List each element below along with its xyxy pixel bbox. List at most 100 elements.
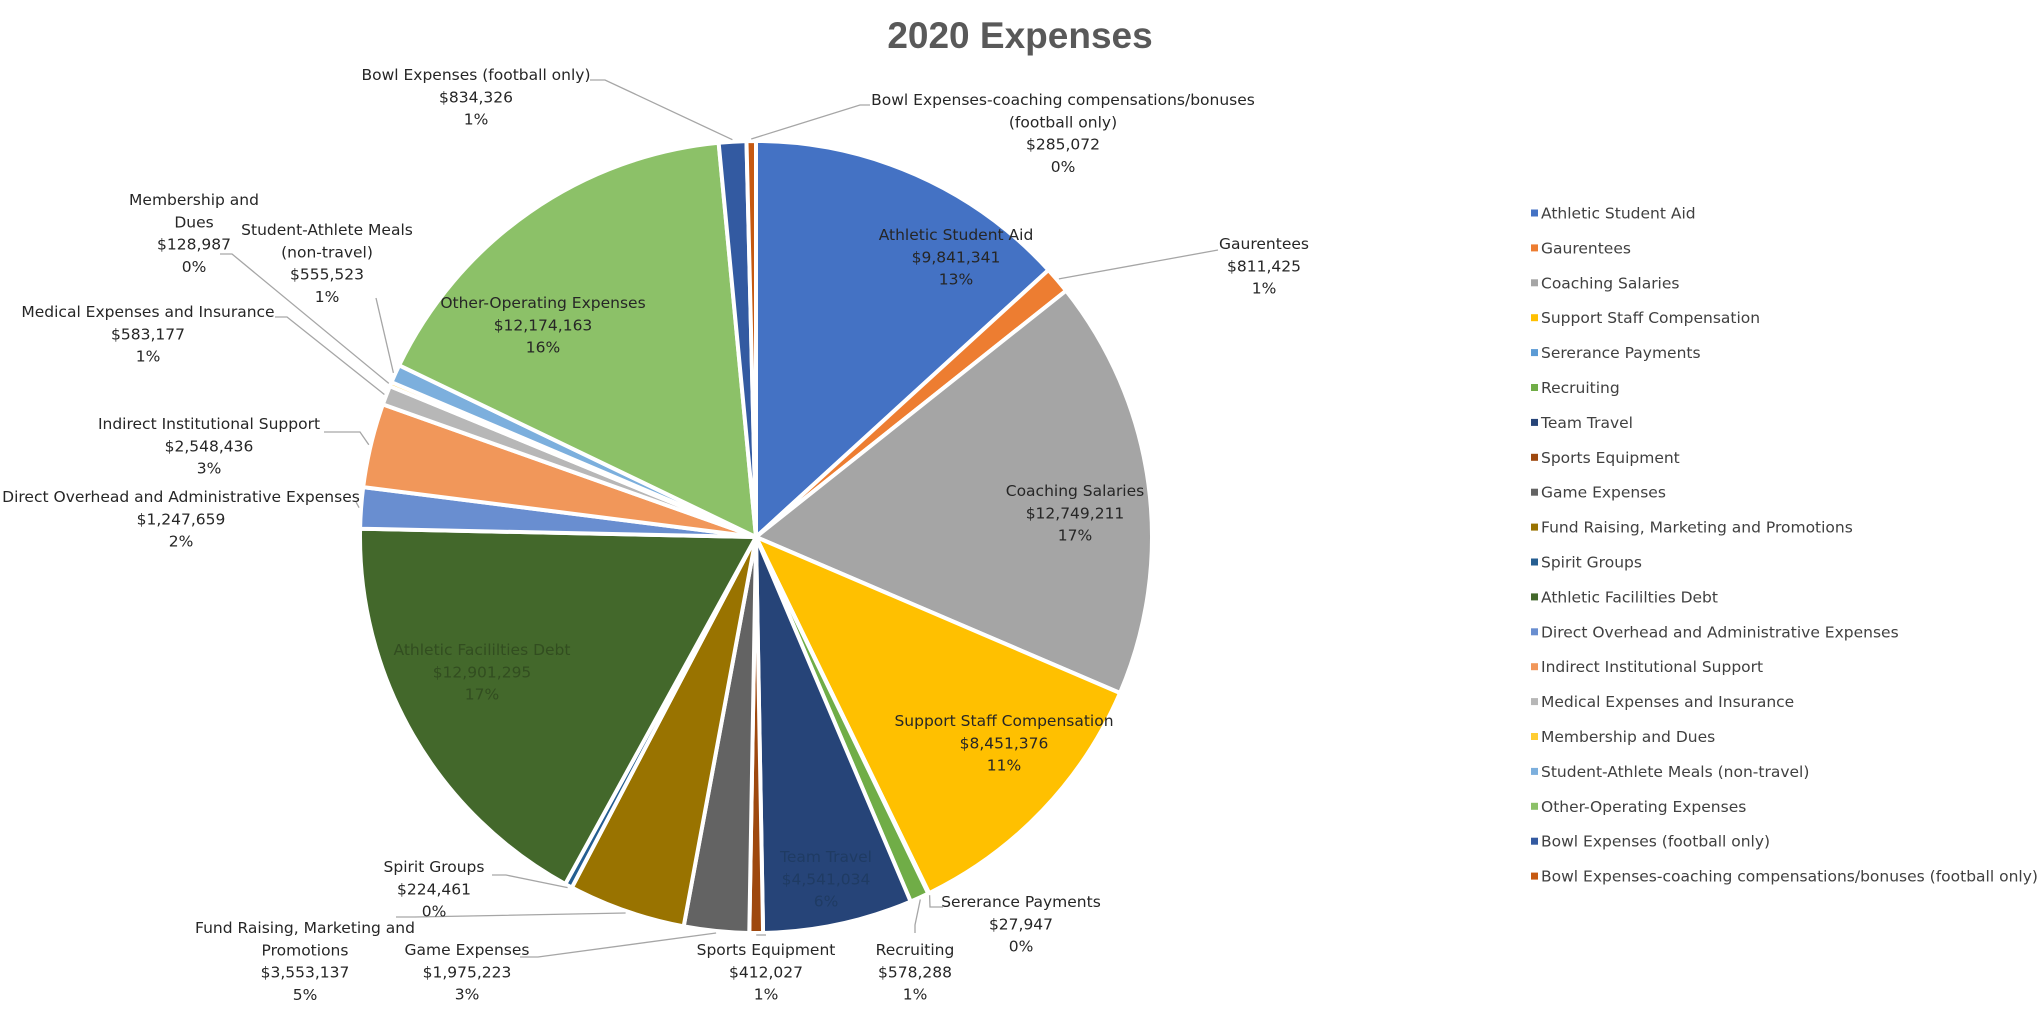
legend-label-membership-and-dues: Membership and Dues [1541, 728, 1715, 746]
data-label-student-athlete-meals-non-travel: Student-Athlete Meals (non-travel) $555,52… [241, 221, 413, 306]
legend-swatch-fund-raising-marketing-and-promotions [1531, 523, 1538, 531]
label-value-sererance-payments: $27,947 [989, 915, 1053, 933]
legend-label-sports-equipment: Sports Equipment [1541, 449, 1680, 467]
label-value-indirect-institutional-support: $2,548,436 [165, 437, 254, 455]
leader-line-student-athlete-meals-non-travel [375, 297, 395, 374]
label-percent-student-athlete-meals-non-travel: 1% [315, 288, 340, 306]
legend-swatch-recruiting [1531, 384, 1538, 391]
legend-label-bowl-expenses-football-only: Bowl Expenses (football only) [1541, 833, 1770, 851]
legend-label-support-staff-compensation: Support Staff Compensation [1541, 309, 1760, 327]
label-percent-direct-overhead-and-administrative-expenses: 2% [169, 533, 194, 551]
slice-support-staff-compensation [754, 535, 1122, 896]
label-name-game-expenses: Game Expenses [405, 941, 530, 959]
label-percent-athletic-facililties-debt: 17% [465, 686, 499, 704]
data-label-other-operating-expenses: Other-Operating Expenses $12,174,163 16% [440, 294, 645, 357]
leader-lines [220, 79, 1219, 958]
label-name-student-athlete-meals-non-travel: (non-travel) [281, 243, 373, 261]
leader-line-bowl-expenses-football-only [590, 79, 733, 141]
label-name-gaurentees: Gaurentees [1219, 235, 1309, 253]
legend-swatch-sererance-payments [1531, 349, 1538, 357]
label-value-spirit-groups: $224,461 [397, 880, 471, 898]
label-value-coaching-salaries: $12,749,211 [1026, 504, 1125, 522]
legend-label-recruiting: Recruiting [1541, 379, 1620, 397]
data-label-fund-raising-marketing-and-promotions: Fund Raising, Marketing and Promotions $3,… [195, 919, 415, 1004]
label-percent-athletic-student-aid: 13% [939, 271, 973, 289]
label-name-sports-equipment: Sports Equipment [697, 941, 836, 959]
data-label-medical-expenses-and-insurance: Medical Expenses and Insurance $583,177 1% [21, 303, 274, 366]
label-percent-medical-expenses-and-insurance: 1% [136, 348, 161, 366]
legend-swatch-support-staff-compensation [1531, 314, 1538, 322]
legend-swatch-athletic-student-aid [1531, 209, 1538, 217]
slice-athletic-student-aid [754, 139, 1051, 539]
legend-swatch-athletic-facililties-debt [1531, 593, 1538, 601]
leader-line-gaurentees [1058, 249, 1219, 280]
label-name-recruiting: Recruiting [876, 941, 955, 959]
legend-label-athletic-facililties-debt: Athletic Facililties Debt [1541, 588, 1718, 606]
data-label-membership-and-dues: Membership and Dues $128,987 0% [129, 191, 259, 276]
label-name-direct-overhead-and-administrative-expenses: Direct Overhead and Administrative Expen… [2, 488, 360, 506]
label-name-bowl-expenses-coaching-compensations-bonuses-football-only: (football only) [1009, 113, 1117, 131]
label-name-team-travel: Team Travel [779, 848, 872, 866]
slice-coaching-salaries [754, 288, 1154, 695]
label-value-athletic-student-aid: $9,841,341 [912, 248, 1001, 266]
label-value-medical-expenses-and-insurance: $583,177 [111, 325, 185, 343]
slice-team-travel [754, 535, 913, 935]
label-percent-gaurentees: 1% [1252, 280, 1277, 298]
data-label-sports-equipment: Sports Equipment $412,027 1% [697, 941, 836, 1004]
label-percent-coaching-salaries: 17% [1058, 527, 1092, 545]
label-name-sererance-payments: Sererance Payments [941, 893, 1101, 911]
legend-label-other-operating-expenses: Other-Operating Expenses [1541, 798, 1746, 816]
label-percent-team-travel: 6% [814, 893, 839, 911]
data-label-gaurentees: Gaurentees $811,425 1% [1219, 235, 1309, 298]
legend-label-game-expenses: Game Expenses [1541, 484, 1666, 502]
label-value-sports-equipment: $412,027 [729, 963, 803, 981]
leader-line-medical-expenses-and-insurance [275, 316, 385, 396]
label-name-membership-and-dues: Dues [174, 213, 213, 231]
legend-label-sererance-payments: Sererance Payments [1541, 344, 1701, 362]
data-label-indirect-institutional-support: Indirect Institutional Support $2,548,436… [98, 415, 320, 478]
label-name-medical-expenses-and-insurance: Medical Expenses and Insurance [21, 303, 274, 321]
legend-swatch-spirit-groups [1531, 558, 1538, 566]
legend-label-bowl-expenses-coaching-compensations-bonuses-football-only: Bowl Expenses-coaching compensations/bon… [1541, 868, 2038, 886]
label-percent-other-operating-expenses: 16% [526, 339, 560, 357]
leader-line-indirect-institutional-support [324, 431, 370, 446]
label-name-fund-raising-marketing-and-promotions: Promotions [262, 941, 349, 959]
legend-swatch-coaching-salaries [1531, 279, 1538, 287]
legend-swatch-membership-and-dues [1531, 733, 1538, 740]
data-label-athletic-facililties-debt: Athletic Facililties Debt $12,901,295 17% [394, 641, 571, 704]
label-value-team-travel: $4,541,034 [782, 870, 871, 888]
label-name-student-athlete-meals-non-travel: Student-Athlete Meals [241, 221, 413, 239]
legend-swatch-gaurentees [1531, 244, 1538, 252]
leader-line-recruiting [914, 899, 921, 933]
leader-line-spirit-groups [492, 874, 568, 889]
data-label-sererance-payments: Sererance Payments $27,947 0% [941, 893, 1101, 956]
label-percent-game-expenses: 3% [455, 986, 480, 1004]
legend-label-fund-raising-marketing-and-promotions: Fund Raising, Marketing and Promotions [1541, 519, 1853, 537]
label-name-spirit-groups: Spirit Groups [384, 858, 485, 876]
data-label-bowl-expenses-coaching-compensations-bonuses-football-only: Bowl Expenses-coaching compensations/bon… [871, 91, 1255, 176]
legend-swatch-student-athlete-meals-non-travel [1531, 767, 1538, 775]
legend-label-athletic-student-aid: Athletic Student Aid [1541, 205, 1696, 223]
legend-label-student-athlete-meals-non-travel: Student-Athlete Meals (non-travel) [1541, 763, 1809, 781]
label-name-athletic-student-aid: Athletic Student Aid [879, 226, 1034, 244]
label-percent-support-staff-compensation: 11% [987, 757, 1021, 775]
slice-other-operating-expenses [397, 140, 758, 539]
data-label-recruiting: Recruiting $578,288 1% [876, 941, 955, 1004]
legend-label-indirect-institutional-support: Indirect Institutional Support [1541, 658, 1763, 676]
legend-swatch-bowl-expenses-coaching-compensations-bonuses-football-only [1531, 872, 1538, 880]
label-percent-sererance-payments: 0% [1009, 938, 1034, 956]
chart-title: 2020 Expenses [887, 15, 1152, 56]
legend-label-coaching-salaries: Coaching Salaries [1541, 274, 1679, 292]
label-name-other-operating-expenses: Other-Operating Expenses [440, 294, 645, 312]
label-value-game-expenses: $1,975,223 [423, 963, 512, 981]
legend-label-team-travel: Team Travel [1540, 414, 1633, 432]
label-name-fund-raising-marketing-and-promotions: Fund Raising, Marketing and [195, 919, 415, 937]
label-value-athletic-facililties-debt: $12,901,295 [433, 663, 532, 681]
legend-label-spirit-groups: Spirit Groups [1541, 554, 1642, 572]
label-percent-spirit-groups: 0% [422, 903, 447, 921]
legend-swatch-other-operating-expenses [1531, 802, 1538, 810]
label-value-other-operating-expenses: $12,174,163 [494, 316, 593, 334]
data-labels: Athletic Student Aid $9,841,341 13% Gaurent… [2, 66, 1309, 1004]
label-percent-indirect-institutional-support: 3% [197, 460, 222, 478]
